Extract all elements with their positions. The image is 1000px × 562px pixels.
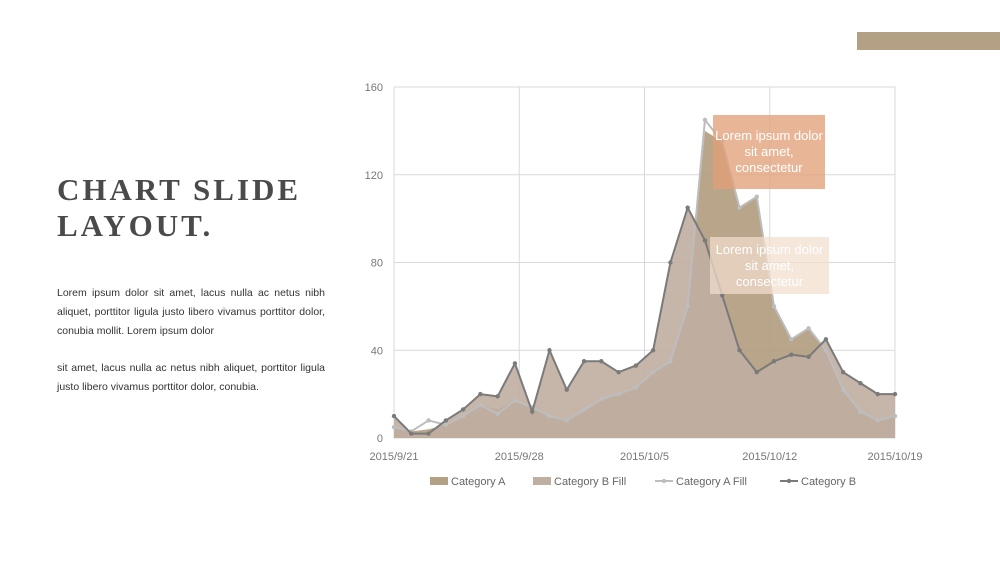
point-category-a-fill (460, 413, 466, 419)
point-category-b (806, 354, 811, 360)
point-category-a-fill (495, 411, 500, 417)
point-category-b (754, 369, 759, 375)
legend-swatch (430, 477, 448, 485)
point-category-a-fill (668, 359, 673, 364)
point-category-b (460, 407, 466, 412)
point-category-b (443, 418, 449, 423)
point-category-b (685, 205, 690, 210)
point-category-b (391, 413, 397, 419)
legend-label: Category B (801, 476, 856, 488)
point-category-a-fill (512, 398, 518, 403)
point-category-b (478, 391, 483, 397)
body-paragraph-1: Lorem ipsum dolor sit amet, lacus nulla … (57, 287, 325, 337)
callout-2: Lorem ipsum dolor sit amet, consectetur (710, 237, 829, 294)
point-category-a-fill (599, 396, 604, 401)
point-category-a-fill (581, 407, 587, 412)
legend-label: Category A (451, 476, 506, 488)
y-tick-label: 40 (371, 345, 383, 357)
area-category-a (394, 130, 895, 438)
point-category-a-fill (426, 418, 431, 423)
legend-swatch (533, 477, 551, 485)
point-category-b (547, 348, 552, 353)
y-tick-label: 160 (365, 82, 383, 94)
point-category-b (823, 337, 829, 342)
point-category-b (892, 391, 898, 397)
point-category-b (426, 431, 431, 436)
body-paragraph-2: sit amet, lacus nulla ac netus nibh aliq… (57, 362, 325, 393)
accent-bar (857, 32, 1000, 50)
area-category-b-fill (394, 207, 895, 438)
x-tick-label: 2015/9/21 (370, 451, 419, 463)
point-category-a-fill (616, 391, 621, 397)
slide-title: CHART SLIDE LAYOUT. (57, 172, 357, 244)
x-tick-label: 2015/10/12 (742, 451, 797, 463)
slide-title-line-1: CHART SLIDE (57, 172, 302, 207)
point-category-a-fill (478, 402, 483, 408)
point-category-a-fill (823, 348, 829, 353)
point-category-b (702, 238, 708, 243)
point-category-b (858, 380, 863, 386)
y-tick-label: 0 (377, 433, 383, 445)
point-category-b (616, 369, 621, 375)
x-tick-label: 2015/10/5 (620, 451, 669, 463)
point-category-a-fill (858, 409, 863, 414)
point-category-a-fill (806, 326, 811, 331)
point-category-a-fill (771, 304, 777, 309)
point-category-a-fill (650, 369, 656, 375)
point-category-b (409, 431, 414, 436)
point-category-b (668, 260, 673, 265)
point-category-b (840, 369, 846, 375)
point-category-b (599, 359, 604, 364)
slide-title-line-2: LAYOUT. (57, 208, 214, 243)
x-tick-label: 2015/9/28 (495, 451, 544, 463)
point-category-a-fill (702, 117, 708, 123)
point-category-a-fill (685, 304, 690, 309)
y-tick-label: 120 (365, 170, 383, 182)
point-category-b (737, 348, 742, 353)
point-category-a-fill (391, 424, 397, 430)
point-category-a-fill (564, 418, 569, 423)
legend-label: Category B Fill (554, 476, 626, 488)
legend-marker (786, 478, 792, 484)
legend-label: Category A Fill (676, 476, 747, 488)
point-category-a-fill (875, 418, 880, 423)
point-category-b (495, 394, 500, 399)
line-category-a-fill (393, 117, 896, 433)
point-category-b (564, 387, 569, 392)
line-category-b (393, 205, 895, 435)
point-category-a-fill (840, 387, 846, 392)
point-category-b (650, 348, 656, 353)
legend-marker (661, 478, 667, 484)
point-category-b (512, 361, 518, 366)
point-category-b (581, 359, 587, 364)
point-category-a-fill (443, 422, 449, 428)
point-category-a-fill (754, 194, 759, 199)
point-category-b (530, 409, 535, 414)
point-category-b (720, 293, 725, 298)
x-tick-label: 2015/10/19 (867, 451, 922, 463)
point-category-a-fill (789, 337, 794, 342)
callout-1: Lorem ipsum dolor sit amet, consectetur (713, 115, 825, 189)
point-category-a-fill (547, 413, 552, 419)
point-category-a-fill (633, 385, 639, 390)
point-category-b (789, 352, 794, 357)
point-category-a-fill (892, 413, 898, 419)
point-category-a-fill (737, 205, 742, 210)
point-category-b (771, 359, 777, 364)
point-category-b (633, 363, 639, 368)
y-tick-label: 80 (371, 258, 383, 270)
point-category-b (875, 391, 880, 397)
